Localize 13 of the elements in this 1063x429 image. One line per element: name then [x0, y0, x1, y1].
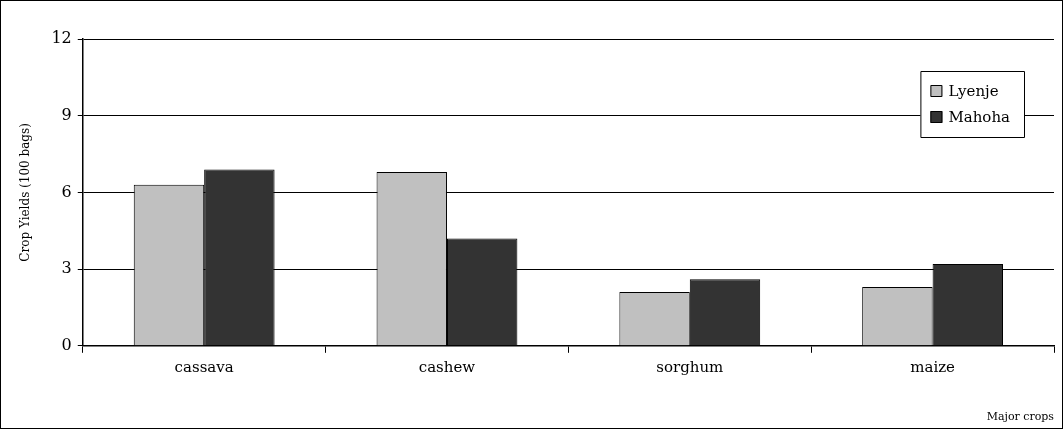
y-tick-label: 3 — [61, 258, 72, 278]
y-tick-label: 0 — [61, 334, 72, 354]
y-axis-title: Crop Yields (100 bags) — [18, 123, 33, 262]
x-tick-label: cashew — [418, 357, 476, 376]
x-tick-label: sorghum — [656, 357, 724, 376]
y-tick-label: 6 — [61, 181, 72, 201]
x-tick-label: maize — [910, 357, 956, 376]
y-tick-label: 12 — [51, 28, 72, 48]
legend-label: Lyenje — [948, 81, 999, 100]
x-tick-label: cassava — [174, 357, 234, 376]
x-axis-title: Major crops — [986, 410, 1055, 424]
legend-label: Mahoha — [948, 107, 1011, 126]
y-tick-label: 9 — [61, 104, 72, 124]
